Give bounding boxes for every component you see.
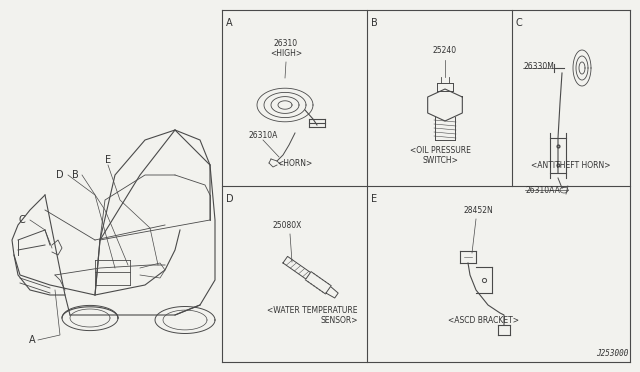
Text: <ASCD BRACKET>: <ASCD BRACKET> (449, 316, 520, 325)
Text: 26330M: 26330M (524, 61, 555, 71)
Text: 26310A: 26310A (248, 131, 278, 140)
Text: <ANTITHEFT HORN>: <ANTITHEFT HORN> (531, 161, 611, 170)
Text: D: D (56, 170, 64, 180)
Text: <WATER TEMPERATURE: <WATER TEMPERATURE (268, 306, 358, 315)
Text: B: B (72, 170, 78, 180)
Text: 25080X: 25080X (272, 221, 301, 230)
Text: D: D (226, 194, 234, 204)
Text: C: C (19, 215, 26, 225)
Text: <OIL PRESSURE: <OIL PRESSURE (410, 146, 470, 155)
Text: <HIGH>: <HIGH> (270, 49, 302, 58)
Text: 28452N: 28452N (463, 206, 493, 215)
Text: E: E (371, 194, 377, 204)
Text: 26310: 26310 (274, 39, 298, 48)
Text: C: C (516, 18, 523, 28)
Text: E: E (105, 155, 111, 165)
Text: A: A (29, 335, 35, 345)
Text: SENSOR>: SENSOR> (321, 316, 358, 325)
Text: <HORN>: <HORN> (277, 159, 312, 168)
Text: B: B (371, 18, 378, 28)
Text: A: A (226, 18, 232, 28)
Text: SWITCH>: SWITCH> (422, 156, 458, 165)
Text: J253000: J253000 (596, 349, 628, 358)
Text: 25240: 25240 (433, 46, 457, 55)
Text: 26310AA: 26310AA (526, 186, 561, 195)
